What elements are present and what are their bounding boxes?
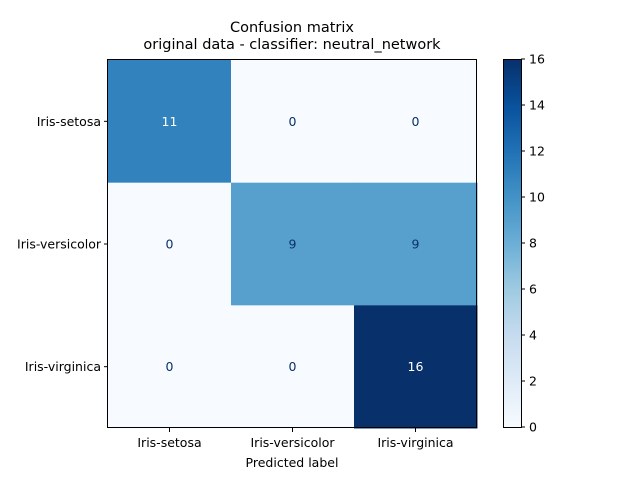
x-tick-label: Iris-setosa <box>137 435 201 450</box>
colorbar <box>503 59 521 427</box>
chart-subtitle: original data - classifier: neutral_netw… <box>143 37 441 53</box>
y-tick-label: Iris-versicolor <box>17 237 102 252</box>
colorbar-tick-label: 2 <box>529 374 537 389</box>
heatmap-cell <box>231 182 355 306</box>
cell-value-label: 11 <box>162 114 178 129</box>
colorbar-tick-label: 4 <box>529 328 537 343</box>
cell-value-label: 0 <box>166 237 174 252</box>
heatmap-cell <box>108 305 232 429</box>
cell-value-label: 0 <box>166 359 174 374</box>
chart-title: Confusion matrix <box>230 20 354 36</box>
heatmap-cell <box>108 182 232 306</box>
y-tick-label: Iris-virginica <box>25 359 101 374</box>
colorbar-ticks: 0 2 4 6 8 10 12 14 16 <box>521 52 545 435</box>
x-axis-label: Predicted label <box>246 455 339 470</box>
cell-value-label: 9 <box>289 237 297 252</box>
heatmap-cell <box>354 60 478 184</box>
cell-value-label: 0 <box>289 359 297 374</box>
x-tick-label: Iris-versicolor <box>251 435 336 450</box>
heatmap-cell <box>108 60 232 184</box>
cell-value-labels: 11 0 0 0 9 9 0 0 16 <box>162 114 424 374</box>
heatmap-cell <box>231 305 355 429</box>
cell-value-label: 0 <box>289 114 297 129</box>
cell-value-label: 9 <box>412 237 420 252</box>
colorbar-tick-label: 10 <box>529 190 545 205</box>
colorbar-tick-label: 12 <box>529 144 545 159</box>
y-axis-ticks: Iris-setosa Iris-versicolor Iris-virginica <box>17 114 108 374</box>
colorbar-tick-label: 14 <box>529 98 545 113</box>
colorbar-tick-label: 0 <box>529 420 537 435</box>
colorbar-tick-label: 8 <box>529 236 537 251</box>
x-axis-ticks: Iris-setosa Iris-versicolor Iris-virginica <box>137 428 454 450</box>
plot-frame <box>107 59 477 428</box>
heatmap-cell <box>231 60 355 184</box>
heatmap-cell <box>354 182 478 306</box>
colorbar-tick-label: 16 <box>529 52 545 67</box>
cell-value-label: 0 <box>412 114 420 129</box>
heatmap-cells <box>108 60 478 429</box>
y-tick-label: Iris-setosa <box>37 114 101 129</box>
cell-value-label: 16 <box>408 359 424 374</box>
colorbar-tick-label: 6 <box>529 282 537 297</box>
x-tick-label: Iris-virginica <box>377 435 453 450</box>
heatmap-cell <box>354 305 478 429</box>
